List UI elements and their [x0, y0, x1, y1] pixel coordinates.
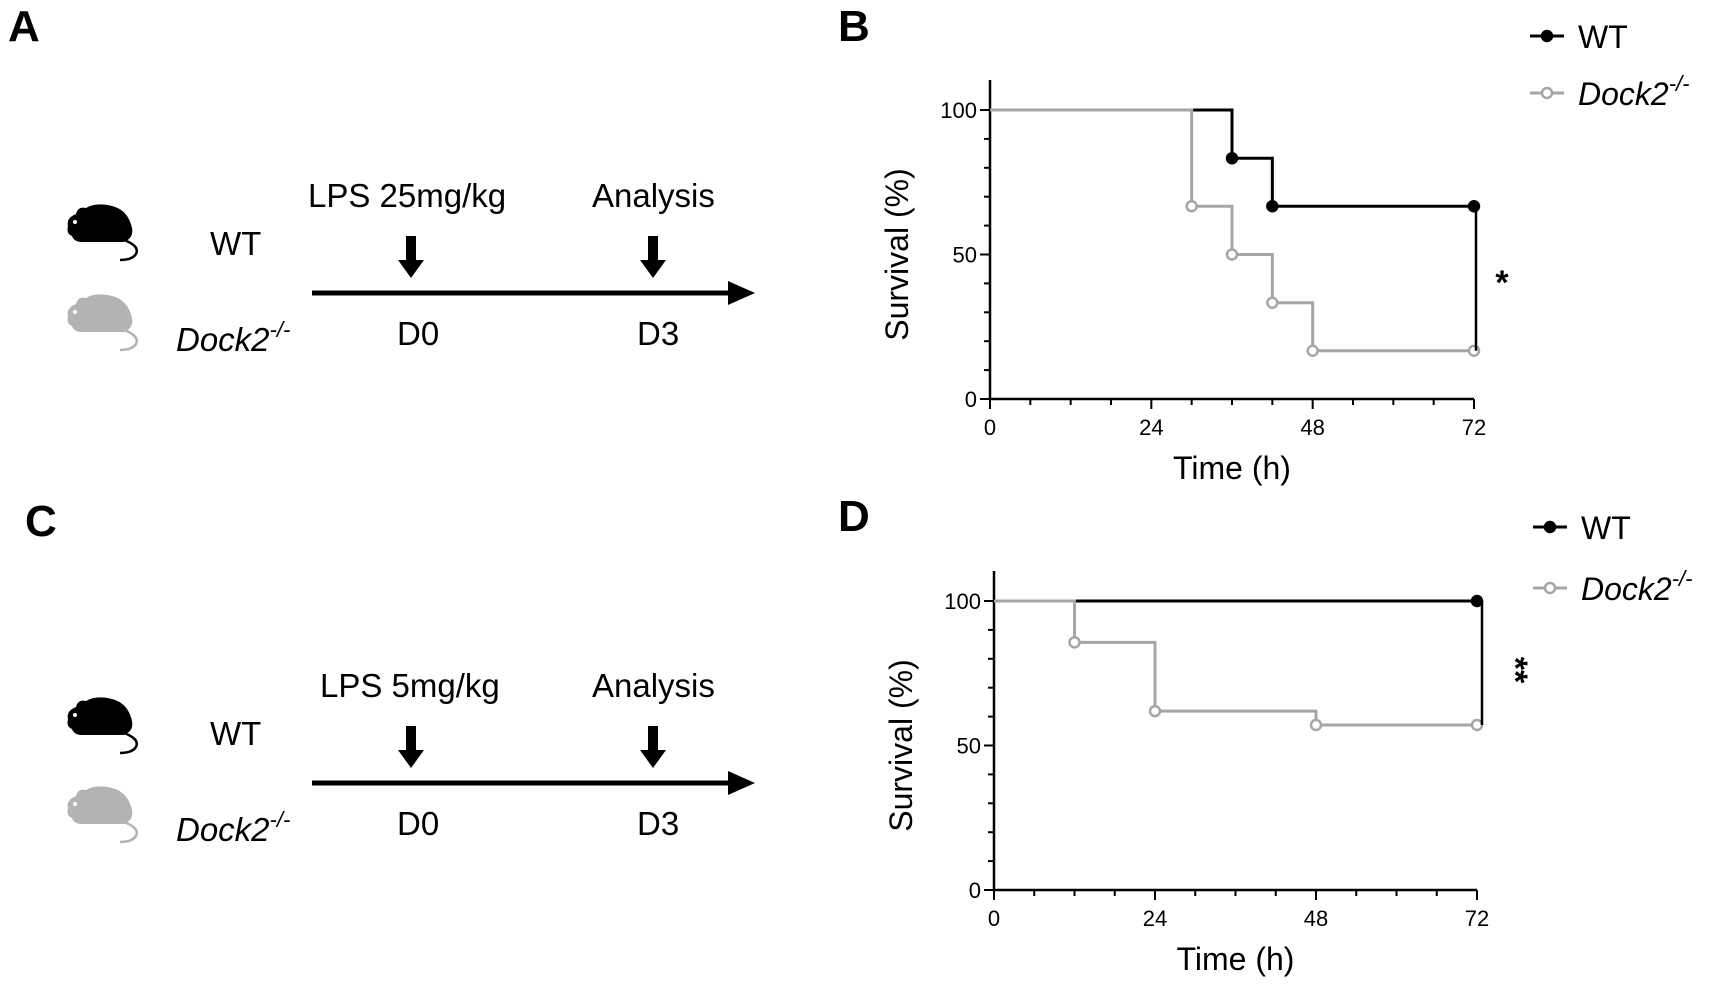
legend-marker: [1543, 520, 1557, 534]
survival-curve: [990, 108, 1474, 353]
panel-letter-a: A: [8, 2, 40, 51]
arrow-down-icon: [398, 750, 424, 768]
group-label-ko-c: Dock2-/-: [176, 807, 291, 848]
survival-curve: [994, 599, 1477, 727]
y-tick-label: 100: [944, 589, 981, 614]
legend-label-main: WT: [1581, 510, 1631, 546]
mouse-icon-ko-a: [67, 294, 138, 352]
day-label-d3-a: D3: [637, 315, 680, 352]
censor-marker: [1470, 594, 1484, 608]
significance-label: *: [1495, 264, 1509, 302]
legend-marker: [1540, 29, 1554, 43]
censor-marker: [1266, 296, 1279, 310]
treatment-label-a: LPS 25mg/kg: [308, 177, 507, 214]
group-label-ko-a: Dock2-/-: [176, 317, 291, 358]
x-axis-title: Time (h): [1173, 450, 1291, 486]
legend-label: Dock2-/-: [1578, 71, 1689, 112]
x-tick-label: 24: [1143, 906, 1167, 931]
arrow-down-icon: [406, 236, 416, 262]
legend-entry-wt: WT: [1533, 510, 1631, 546]
mouse-icon-ko-c: [67, 786, 138, 844]
y-tick-label: 50: [953, 243, 977, 268]
censor-marker: [1309, 718, 1323, 732]
group-label-wt-a: WT: [210, 225, 262, 262]
arrow-down-icon: [648, 726, 658, 752]
x-tick-label: 0: [984, 415, 996, 440]
significance-label: **: [1496, 657, 1534, 684]
x-tick-label: 72: [1462, 415, 1486, 440]
arrow-down-icon: [406, 726, 416, 752]
legend-entry-dock2: Dock2-/-: [1530, 71, 1689, 112]
day-label-d0-c: D0: [397, 805, 440, 842]
panel-letter-c: C: [25, 497, 57, 546]
legend-label: Dock2-/-: [1581, 566, 1692, 607]
x-tick-label: 24: [1139, 415, 1163, 440]
mouse-tail: [119, 820, 138, 844]
y-axis-title: Survival (%): [879, 168, 915, 340]
censor-marker: [1068, 636, 1081, 649]
mouse-icon-wt-c: [67, 697, 138, 755]
mouse-body: [67, 204, 133, 242]
timeline-arrowhead: [728, 771, 755, 795]
y-tick-label: 50: [957, 734, 981, 759]
treatment-label-c: LPS 5mg/kg: [320, 667, 500, 704]
series-dock2-ko: [990, 108, 1481, 357]
mouse-icon-wt-a: [67, 204, 138, 262]
x-tick-label: 72: [1465, 906, 1489, 931]
arrow-down-icon: [398, 260, 424, 278]
mouse-tail: [119, 328, 138, 352]
day-label-d0-a: D0: [397, 315, 440, 352]
timeline-c: [312, 726, 755, 795]
survival-chart-b: 0 50 100 0 24 48 72 Time (h) Survival (%) WT Dock2…: [879, 19, 1689, 486]
day-label-d3-c: D3: [637, 805, 680, 842]
y-tick-label: 0: [969, 878, 981, 903]
legend-label-sup: -/-: [1669, 71, 1690, 96]
group-label-wt-c: WT: [210, 715, 262, 752]
mouse-body: [67, 697, 133, 735]
x-tick-label: 48: [1304, 906, 1328, 931]
mouse-tail: [119, 731, 138, 755]
legend-label: WT: [1581, 510, 1631, 546]
timeline-arrowhead: [728, 281, 755, 305]
censor-marker: [1266, 199, 1279, 213]
legend-label: WT: [1578, 19, 1628, 55]
legend-marker: [1543, 581, 1557, 595]
timeline-a: [312, 236, 755, 305]
censor-marker: [1225, 152, 1239, 165]
panel-letter-b: B: [838, 2, 870, 51]
censor-marker: [1306, 344, 1319, 357]
y-tick-label: 0: [965, 387, 977, 412]
censor-marker: [1225, 248, 1239, 261]
mouse-body: [67, 786, 133, 824]
legend-entry-wt: WT: [1530, 19, 1628, 55]
x-tick-label: 48: [1300, 415, 1324, 440]
y-axis-title: Survival (%): [883, 659, 919, 831]
analysis-label-a: Analysis: [592, 177, 715, 214]
legend-marker: [1540, 86, 1554, 100]
legend-label-main: Dock2: [1581, 571, 1672, 607]
arrow-down-icon: [640, 260, 666, 278]
legend-label-sup: -/-: [1672, 566, 1693, 591]
series-dock2-ko: [994, 599, 1484, 732]
censor-marker: [1470, 718, 1484, 732]
arrow-down-icon: [648, 236, 658, 262]
analysis-label-c: Analysis: [592, 667, 715, 704]
mouse-body: [67, 294, 133, 332]
panel-letter-d: D: [838, 492, 870, 541]
mouse-tail: [119, 238, 138, 262]
x-tick-label: 0: [988, 906, 1000, 931]
censor-marker: [1148, 704, 1162, 718]
censor-marker: [1185, 199, 1198, 213]
legend-label-main: WT: [1578, 19, 1628, 55]
arrow-down-icon: [640, 750, 666, 768]
x-axis-title: Time (h): [1177, 941, 1295, 977]
legend-entry-dock2: Dock2-/-: [1533, 566, 1692, 607]
legend-label-main: Dock2: [1578, 76, 1669, 112]
y-tick-label: 100: [940, 98, 977, 123]
